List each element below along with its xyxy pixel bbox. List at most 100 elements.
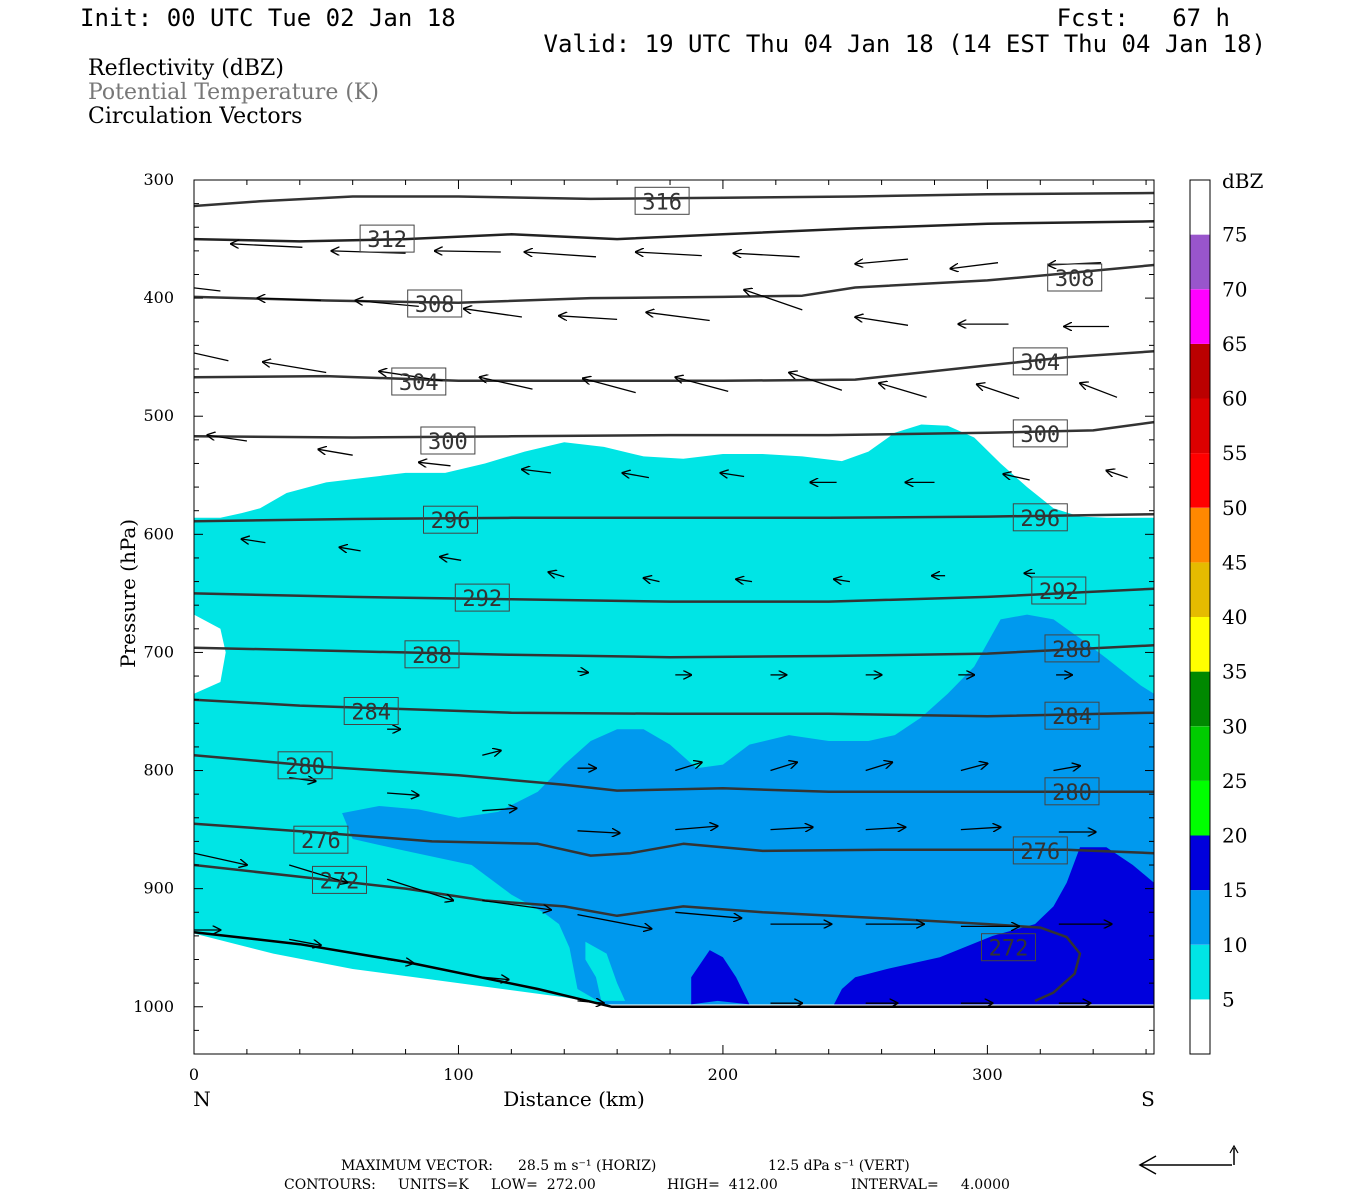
circulation-vector	[525, 252, 597, 258]
colorbar-label: 40	[1222, 605, 1247, 629]
circulation-vector	[440, 557, 462, 561]
contour-label: 316	[634, 186, 690, 215]
y-tick-label: 800	[143, 761, 174, 780]
colorbar-swatch	[1190, 398, 1210, 454]
contour-label: 288	[1044, 634, 1100, 663]
circulation-vector	[1080, 383, 1118, 398]
circulation-vector	[387, 793, 419, 795]
colorbar-swatch	[1190, 289, 1210, 344]
contour-label-text: 280	[285, 755, 325, 780]
contour-label-text: 276	[1020, 840, 1060, 865]
theta-contour-316	[194, 191, 1154, 208]
circulation-vector	[480, 377, 533, 390]
circulation-vector	[644, 578, 660, 582]
circulation-vector	[194, 287, 221, 292]
contour-label: 308	[1047, 263, 1103, 292]
contour-label-text: 288	[412, 644, 452, 669]
colorbar-label: 60	[1222, 387, 1247, 411]
circulation-vectors	[194, 238, 1128, 1003]
circulation-vector	[855, 258, 909, 264]
reflectivity-region-5dbz	[585, 941, 626, 1001]
circulation-vector	[340, 547, 361, 551]
colorbar-swatch	[1190, 180, 1210, 235]
circulation-vector	[865, 827, 906, 829]
contour-label: 288	[404, 640, 460, 669]
circulation-vector	[675, 762, 702, 772]
circulation-vector	[577, 671, 589, 672]
theta-contour-312	[194, 220, 1154, 243]
x-tick-label: 0	[189, 1065, 199, 1084]
circulation-vector	[675, 911, 741, 918]
x-axis-label: Distance (km)	[503, 1087, 645, 1111]
colorbar-swatch	[1190, 999, 1210, 1054]
contour-label-text: 280	[1052, 781, 1092, 806]
colorbar-label: 45	[1222, 550, 1247, 574]
circulation-vector	[1003, 474, 1030, 481]
circulation-vector	[258, 298, 321, 300]
circulation-vector	[977, 384, 1020, 400]
contour-label-text: 292	[1039, 580, 1079, 605]
circulation-vector	[318, 449, 353, 456]
y-tick-label: 300	[143, 170, 174, 189]
theta-contour-288	[194, 644, 1154, 659]
circulation-vector	[548, 572, 565, 577]
circulation-vector	[583, 378, 636, 394]
circulation-vector	[720, 473, 745, 477]
contour-label-text: 300	[1020, 423, 1060, 448]
circulation-vector	[242, 539, 266, 543]
contour-label: 292	[1031, 576, 1087, 605]
theta-contour-284	[194, 698, 1154, 718]
contour-label-text: 300	[428, 430, 468, 455]
circulation-vector	[577, 913, 652, 929]
contour-label: 304	[391, 367, 447, 396]
circulation-vector	[435, 251, 501, 252]
contour-label: 296	[423, 505, 478, 534]
contour-label: 280	[1044, 777, 1100, 806]
contour-label-box	[1031, 576, 1087, 605]
colorbar-frame	[1189, 179, 1211, 1055]
contour-label: 304	[1012, 347, 1068, 376]
x-end-label-north: N	[193, 1087, 211, 1111]
contour-label-text: 276	[301, 829, 341, 854]
colorbar-label: 35	[1222, 660, 1247, 684]
circulation-vector	[231, 244, 303, 248]
contour-label-box	[407, 289, 463, 318]
colorbar-swatch	[1190, 234, 1210, 290]
y-axis-label: Pressure (hPa)	[116, 519, 140, 668]
footer-units: UNITS=K	[398, 1177, 469, 1193]
theta-contour-308	[194, 263, 1154, 305]
init-time: Init: 00 UTC Tue 02 Jan 18	[80, 4, 456, 32]
circulation-vector	[646, 312, 710, 322]
circulation-vector	[789, 373, 843, 391]
contour-label: 272	[981, 933, 1036, 962]
contour-labels: 316 312 308 308 304 304 300 300 296 296 292 292 288 2…	[277, 186, 1103, 962]
colorbar-swatch	[1190, 944, 1210, 1000]
circulation-vector	[1053, 766, 1081, 771]
contour-label: 300	[420, 426, 476, 455]
circulation-vector	[464, 309, 522, 318]
contour-label-box	[359, 224, 415, 253]
circulation-vector	[194, 238, 195, 240]
theta-contour-300	[194, 420, 1154, 439]
circulation-vector	[734, 253, 800, 257]
contour-label-box	[343, 697, 399, 725]
contour-label-box	[312, 865, 367, 894]
theta-contour-304	[194, 350, 1154, 383]
contour-label-text: 288	[1052, 638, 1092, 663]
circulation-vector	[855, 317, 909, 326]
x-end-label-south: S	[1141, 1087, 1155, 1111]
colorbar-swatch	[1190, 343, 1210, 399]
contour-label: 312	[359, 224, 415, 253]
reference-vector-icon	[1138, 1144, 1239, 1175]
circulation-vector	[482, 751, 501, 756]
colorbar-label: 50	[1222, 496, 1247, 520]
contour-label: 284	[1044, 701, 1100, 730]
circulation-vector	[482, 977, 508, 979]
contour-label-text: 308	[415, 293, 455, 318]
colorbar-swatch	[1190, 453, 1210, 508]
contour-label-text: 316	[642, 190, 682, 215]
legend-potential-temperature: Potential Temperature (K)	[88, 80, 379, 105]
colorbar-label: 75	[1222, 223, 1247, 247]
contour-label: 276	[1012, 836, 1068, 865]
circulation-vector	[622, 473, 650, 478]
